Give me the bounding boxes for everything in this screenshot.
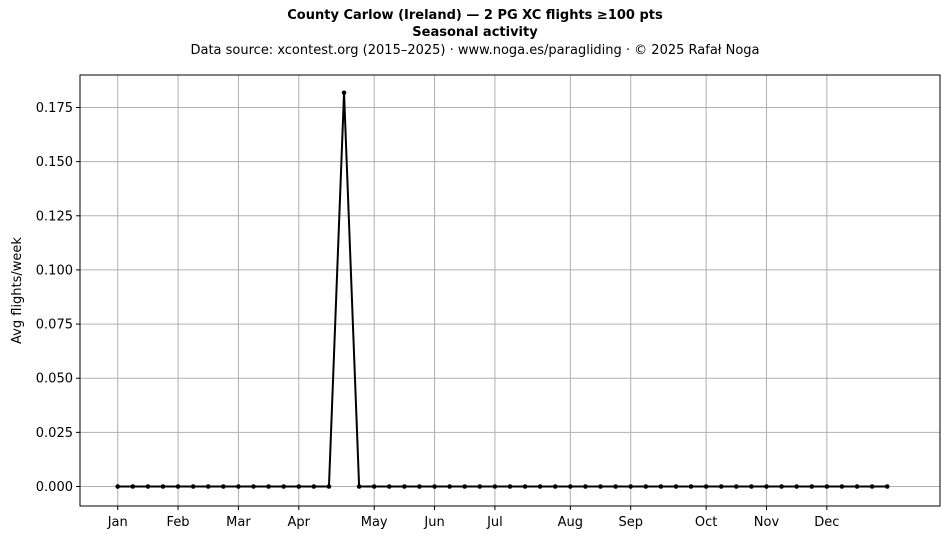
data-point bbox=[568, 484, 573, 489]
y-tick-label: 0.150 bbox=[36, 155, 73, 170]
x-tick-label: Jun bbox=[423, 515, 444, 530]
data-point bbox=[583, 484, 588, 489]
x-tick-label: Jan bbox=[107, 515, 128, 530]
data-point bbox=[251, 484, 256, 489]
data-point bbox=[266, 484, 271, 489]
data-point bbox=[794, 484, 799, 489]
y-tick-label: 0.025 bbox=[36, 426, 73, 441]
data-point bbox=[130, 484, 136, 489]
data-point bbox=[296, 484, 302, 489]
chart-subtitle: Seasonal activity bbox=[412, 25, 538, 40]
series-layer bbox=[115, 90, 890, 489]
x-tick-label: Sep bbox=[618, 515, 643, 530]
data-point bbox=[462, 484, 468, 489]
data-point bbox=[809, 484, 815, 489]
data-point bbox=[734, 484, 739, 489]
data-point bbox=[115, 484, 121, 489]
data-point bbox=[854, 484, 860, 489]
y-tick-label: 0.075 bbox=[36, 318, 73, 333]
data-point bbox=[628, 484, 634, 489]
data-point bbox=[386, 484, 392, 489]
data-point bbox=[145, 484, 151, 489]
data-point bbox=[236, 484, 241, 489]
data-point bbox=[537, 484, 543, 489]
data-point bbox=[281, 484, 286, 489]
data-point bbox=[311, 484, 317, 489]
series-line bbox=[117, 92, 888, 488]
data-point bbox=[688, 484, 694, 489]
data-point bbox=[160, 484, 166, 489]
data-point bbox=[371, 484, 377, 489]
data-point bbox=[190, 484, 196, 489]
x-tick-label: Apr bbox=[288, 515, 311, 530]
x-tick-label: Dec bbox=[814, 515, 839, 530]
y-tick-label: 0.000 bbox=[36, 480, 73, 495]
data-point bbox=[417, 484, 422, 489]
data-point bbox=[658, 484, 664, 489]
axes-frame bbox=[79, 74, 941, 507]
data-point bbox=[507, 484, 513, 489]
data-point bbox=[673, 484, 679, 489]
data-point bbox=[839, 484, 845, 489]
data-point bbox=[432, 484, 437, 489]
data-point bbox=[552, 484, 558, 489]
y-axis-label: Avg flights/week bbox=[10, 237, 25, 344]
data-point bbox=[718, 484, 724, 489]
tick-layer: 0.000 0.025 0.050 0.075 0.100 0.125 0.150 0.175… bbox=[36, 101, 840, 530]
y-tick-label: 0.125 bbox=[36, 209, 73, 224]
data-point bbox=[824, 484, 830, 489]
grid-lines bbox=[80, 75, 940, 506]
data-point bbox=[643, 484, 649, 489]
data-point bbox=[598, 484, 603, 489]
x-tick-label: Mar bbox=[226, 515, 251, 530]
y-tick-label: 0.175 bbox=[36, 101, 73, 116]
chart-title: County Carlow (Ireland) — 2 PG XC flight… bbox=[287, 8, 663, 23]
data-point bbox=[356, 484, 362, 489]
data-point bbox=[477, 484, 483, 489]
x-tick-label: Oct bbox=[695, 515, 717, 530]
data-point bbox=[221, 484, 226, 489]
data-source-credit: Data source: xcontest.org (2015–2025) · … bbox=[190, 43, 760, 58]
x-tick-label: Aug bbox=[558, 515, 583, 530]
data-point bbox=[703, 484, 709, 489]
y-tick-label: 0.100 bbox=[36, 263, 73, 278]
data-point bbox=[869, 484, 875, 489]
data-point bbox=[326, 484, 332, 489]
data-point bbox=[447, 484, 452, 489]
x-tick-label: May bbox=[361, 515, 388, 530]
x-tick-label: Feb bbox=[167, 515, 190, 530]
data-point bbox=[492, 484, 498, 489]
data-point bbox=[402, 484, 407, 489]
data-point bbox=[764, 484, 769, 489]
x-tick-label: Nov bbox=[754, 515, 780, 530]
y-tick-label: 0.050 bbox=[36, 372, 73, 387]
data-point bbox=[522, 484, 528, 489]
data-point bbox=[749, 484, 754, 489]
x-tick-label: Jul bbox=[486, 515, 503, 530]
data-point bbox=[205, 484, 211, 489]
data-point bbox=[779, 484, 784, 489]
data-point bbox=[884, 484, 890, 489]
data-point bbox=[613, 484, 618, 489]
data-point bbox=[175, 484, 181, 489]
data-point bbox=[341, 90, 347, 96]
